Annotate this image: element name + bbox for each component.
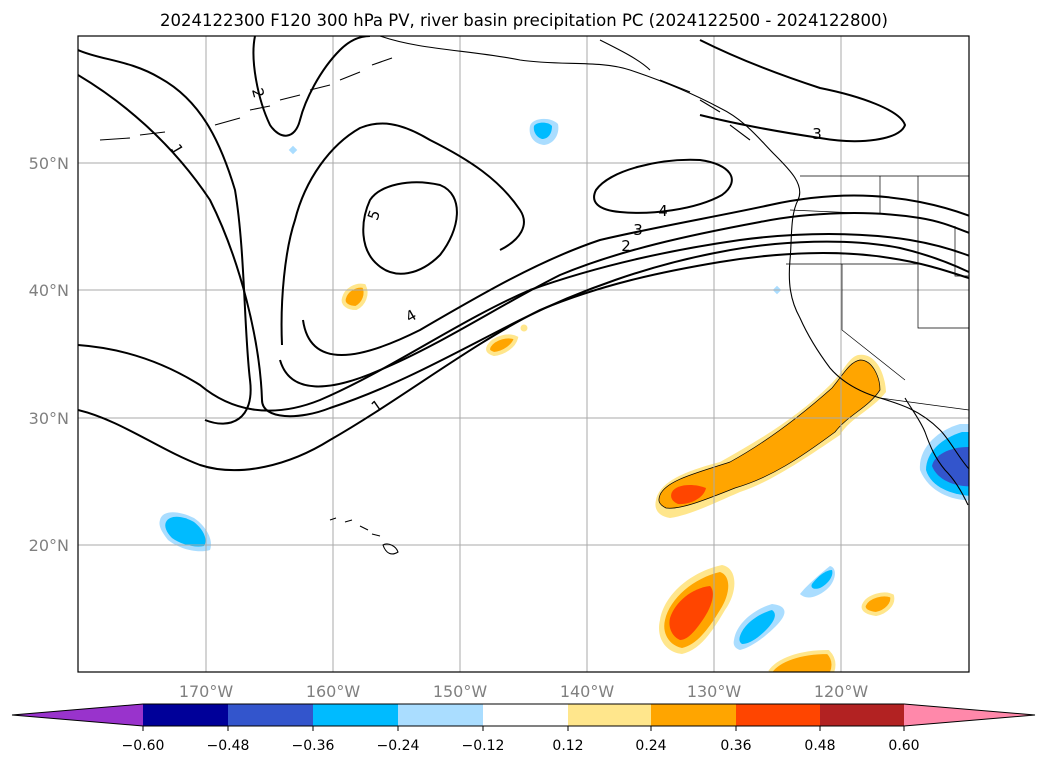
colorbar-tick-label: 0.36 — [720, 738, 751, 754]
pv-contour-4 — [302, 194, 969, 356]
contour-label: 4 — [658, 202, 668, 220]
lon-label: 150°W — [433, 682, 488, 701]
colorbar-swatch — [143, 704, 228, 726]
state-line-ca-nv — [841, 264, 906, 381]
colorbar-swatch — [313, 704, 398, 726]
map-frame — [77, 35, 970, 673]
lat-label: 20°N — [29, 536, 69, 555]
longitude-labels: 170°W 160°W 150°W 140°W 130°W 120°W — [179, 682, 869, 701]
lon-label: 140°W — [560, 682, 615, 701]
positive-blob-bottom — [770, 652, 834, 672]
colorbar-swatch — [820, 704, 904, 726]
contour-label: 5 — [364, 207, 384, 222]
colorbar-tick-label: −0.36 — [292, 738, 335, 754]
us-mexico-border — [879, 397, 969, 411]
state-line-az — [917, 264, 969, 329]
figure-title: 2024122300 F120 300 hPa PV, river basin … — [160, 11, 888, 30]
colorbar-extend-high — [904, 704, 1035, 726]
pv-contour-3 — [279, 212, 969, 388]
contour-label: 3 — [812, 125, 822, 143]
colorbar-ticks — [142, 726, 905, 731]
colorbar-swatch — [398, 704, 483, 726]
negative-blob-south-2-core — [811, 570, 833, 589]
pv-contour-1-lower — [78, 252, 969, 472]
lat-label: 50°N — [29, 154, 69, 173]
lon-label: 130°W — [687, 682, 742, 701]
pv-contours — [78, 36, 969, 472]
contour-label: 3 — [633, 221, 643, 239]
colorbar-swatch — [651, 704, 736, 726]
hawaii-islands — [329, 517, 399, 555]
pv-contour-5 — [362, 181, 458, 275]
lat-label: 40°N — [29, 281, 69, 300]
pv-contour-3-north — [699, 39, 907, 143]
precipitation-shading — [159, 118, 969, 672]
contour-label: 2 — [248, 86, 268, 100]
colorbar-extend-low — [12, 704, 143, 726]
colorbar-tick-labels: −0.60 −0.48 −0.36 −0.24 −0.12 0.12 0.24 … — [122, 738, 920, 754]
pv-contour-2-alaska — [252, 36, 371, 137]
pv-contour-2-west — [78, 49, 252, 425]
colorbar-tick-label: −0.24 — [377, 738, 420, 754]
bc-islands — [599, 39, 751, 141]
colorbar-tick-label: 0.60 — [888, 738, 919, 754]
north-america-coast — [379, 36, 969, 470]
baja-coast — [904, 397, 969, 506]
positive-band-contour — [658, 359, 881, 509]
positive-blob-bottom-rim — [768, 649, 836, 672]
colorbar-tick-label: 0.12 — [552, 738, 583, 754]
coastlines — [99, 36, 969, 555]
pv-contour-1-outer — [78, 74, 969, 418]
colorbar-swatch — [736, 704, 820, 726]
lon-label: 160°W — [306, 682, 361, 701]
alaska-islands — [99, 57, 393, 141]
colorbar: −0.60 −0.48 −0.36 −0.24 −0.12 0.12 0.24 … — [11, 703, 1036, 754]
state-line-or-ca — [786, 176, 919, 265]
colorbar-swatch — [228, 704, 313, 726]
latitude-labels: 50°N 40°N 30°N 20°N — [29, 154, 69, 555]
colorbar-swatch — [568, 704, 651, 726]
graticule — [78, 36, 969, 672]
positive-blob-35n — [486, 334, 519, 357]
positive-dot — [520, 324, 528, 332]
colorbar-tick-label: −0.60 — [122, 738, 165, 754]
colorbar-tick-label: 0.24 — [635, 738, 666, 754]
lon-label: 170°W — [179, 682, 234, 701]
colorbar-tick-label: −0.48 — [207, 738, 250, 754]
negative-dot-1 — [288, 145, 298, 155]
positive-blob-40n — [341, 283, 368, 311]
negative-blob-gulf-core — [533, 122, 552, 139]
colorbar-tick-label: −0.12 — [462, 738, 505, 754]
lat-label: 30°N — [29, 409, 69, 428]
colorbar-tick-label: 0.48 — [804, 738, 835, 754]
lon-label: 120°W — [814, 682, 869, 701]
colorbar-swatch — [483, 704, 568, 726]
pv-contour-4-closed — [593, 158, 733, 214]
pv-contour-3-upper — [280, 122, 525, 346]
contour-label: 2 — [621, 237, 631, 255]
contour-label: 4 — [402, 306, 419, 326]
positive-band-peak — [671, 484, 706, 505]
negative-blob-hawaii-west-core — [165, 516, 206, 547]
positive-blob-south-peak — [669, 586, 713, 640]
positive-blob-east — [861, 592, 895, 617]
negative-blob-south-1-core — [739, 610, 775, 644]
